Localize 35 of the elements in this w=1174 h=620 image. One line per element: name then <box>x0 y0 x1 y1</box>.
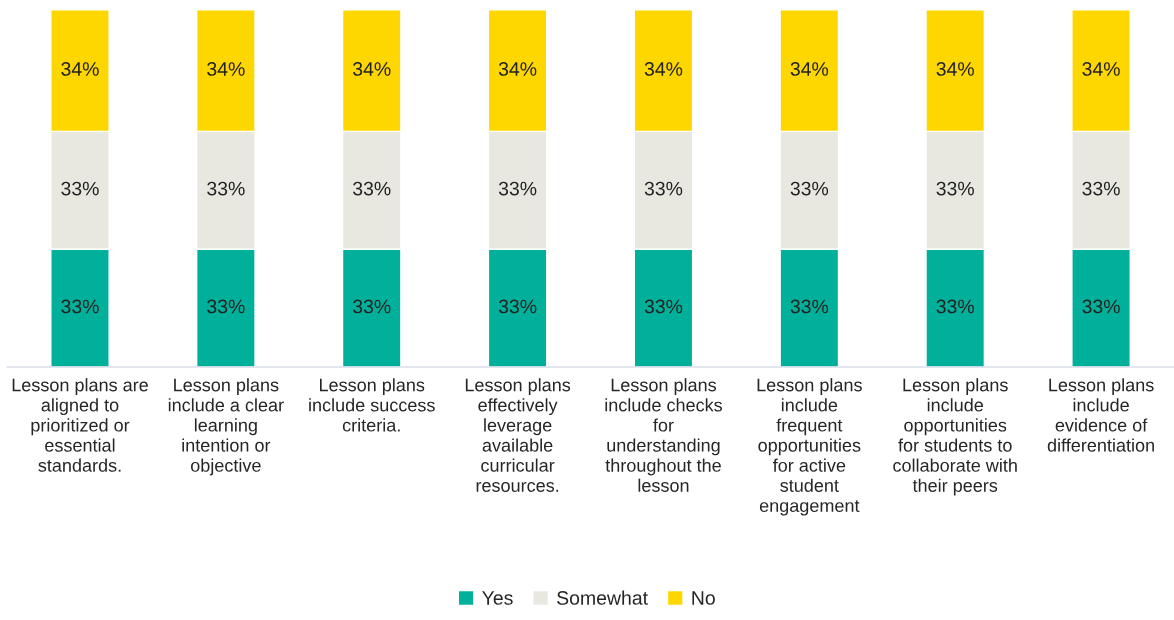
data-label: 34% <box>790 62 829 76</box>
data-label: 33% <box>353 299 391 314</box>
x-tick-label: Lesson plans include frequent opportunities for active student engagement <box>757 378 862 516</box>
data-label: 34% <box>498 62 537 76</box>
data-label: 33% <box>644 299 683 314</box>
data-label: 33% <box>936 181 974 196</box>
x-tick-label: Lesson plans include success criteria. <box>309 378 435 432</box>
data-label: 33% <box>936 299 974 314</box>
data-label: 33% <box>353 181 391 196</box>
data-label: 34% <box>1082 62 1120 76</box>
data-label: 34% <box>61 62 99 76</box>
data-label: 33% <box>61 299 99 314</box>
data-label: 33% <box>207 181 245 196</box>
x-tick-label: Lesson plans include a clear learning intention or objective <box>168 378 284 476</box>
data-label: 33% <box>644 181 683 196</box>
data-label: 33% <box>61 181 99 196</box>
x-tick-label: Lesson plans include checks for understanding throughout the lesson <box>605 378 723 492</box>
data-label: 33% <box>1082 299 1120 314</box>
x-tick-label: Lesson plans include opportunities for students to collaborate with their peers <box>893 378 1017 496</box>
x-tick-label: Lesson plans are aligned to prioritized or essential standards. <box>12 378 148 472</box>
data-label: 33% <box>790 299 829 314</box>
data-label: 34% <box>936 62 974 76</box>
legend-label: Yes <box>482 591 513 605</box>
data-label: 34% <box>353 62 391 76</box>
data-label: 33% <box>498 299 537 314</box>
data-label: 33% <box>1082 181 1120 196</box>
data-label: 34% <box>207 62 245 76</box>
x-tick-label: Lesson plans effectively leverage available curricular resources. <box>465 378 571 492</box>
data-label: 33% <box>207 299 245 314</box>
data-label: 33% <box>790 181 829 196</box>
x-tick-label: Lesson plans include evidence of differentiation <box>1047 378 1154 452</box>
legend-label: No <box>692 591 715 605</box>
legend-label: Somewhat <box>557 590 648 605</box>
data-label: 33% <box>498 181 537 196</box>
data-label: 34% <box>644 62 683 76</box>
